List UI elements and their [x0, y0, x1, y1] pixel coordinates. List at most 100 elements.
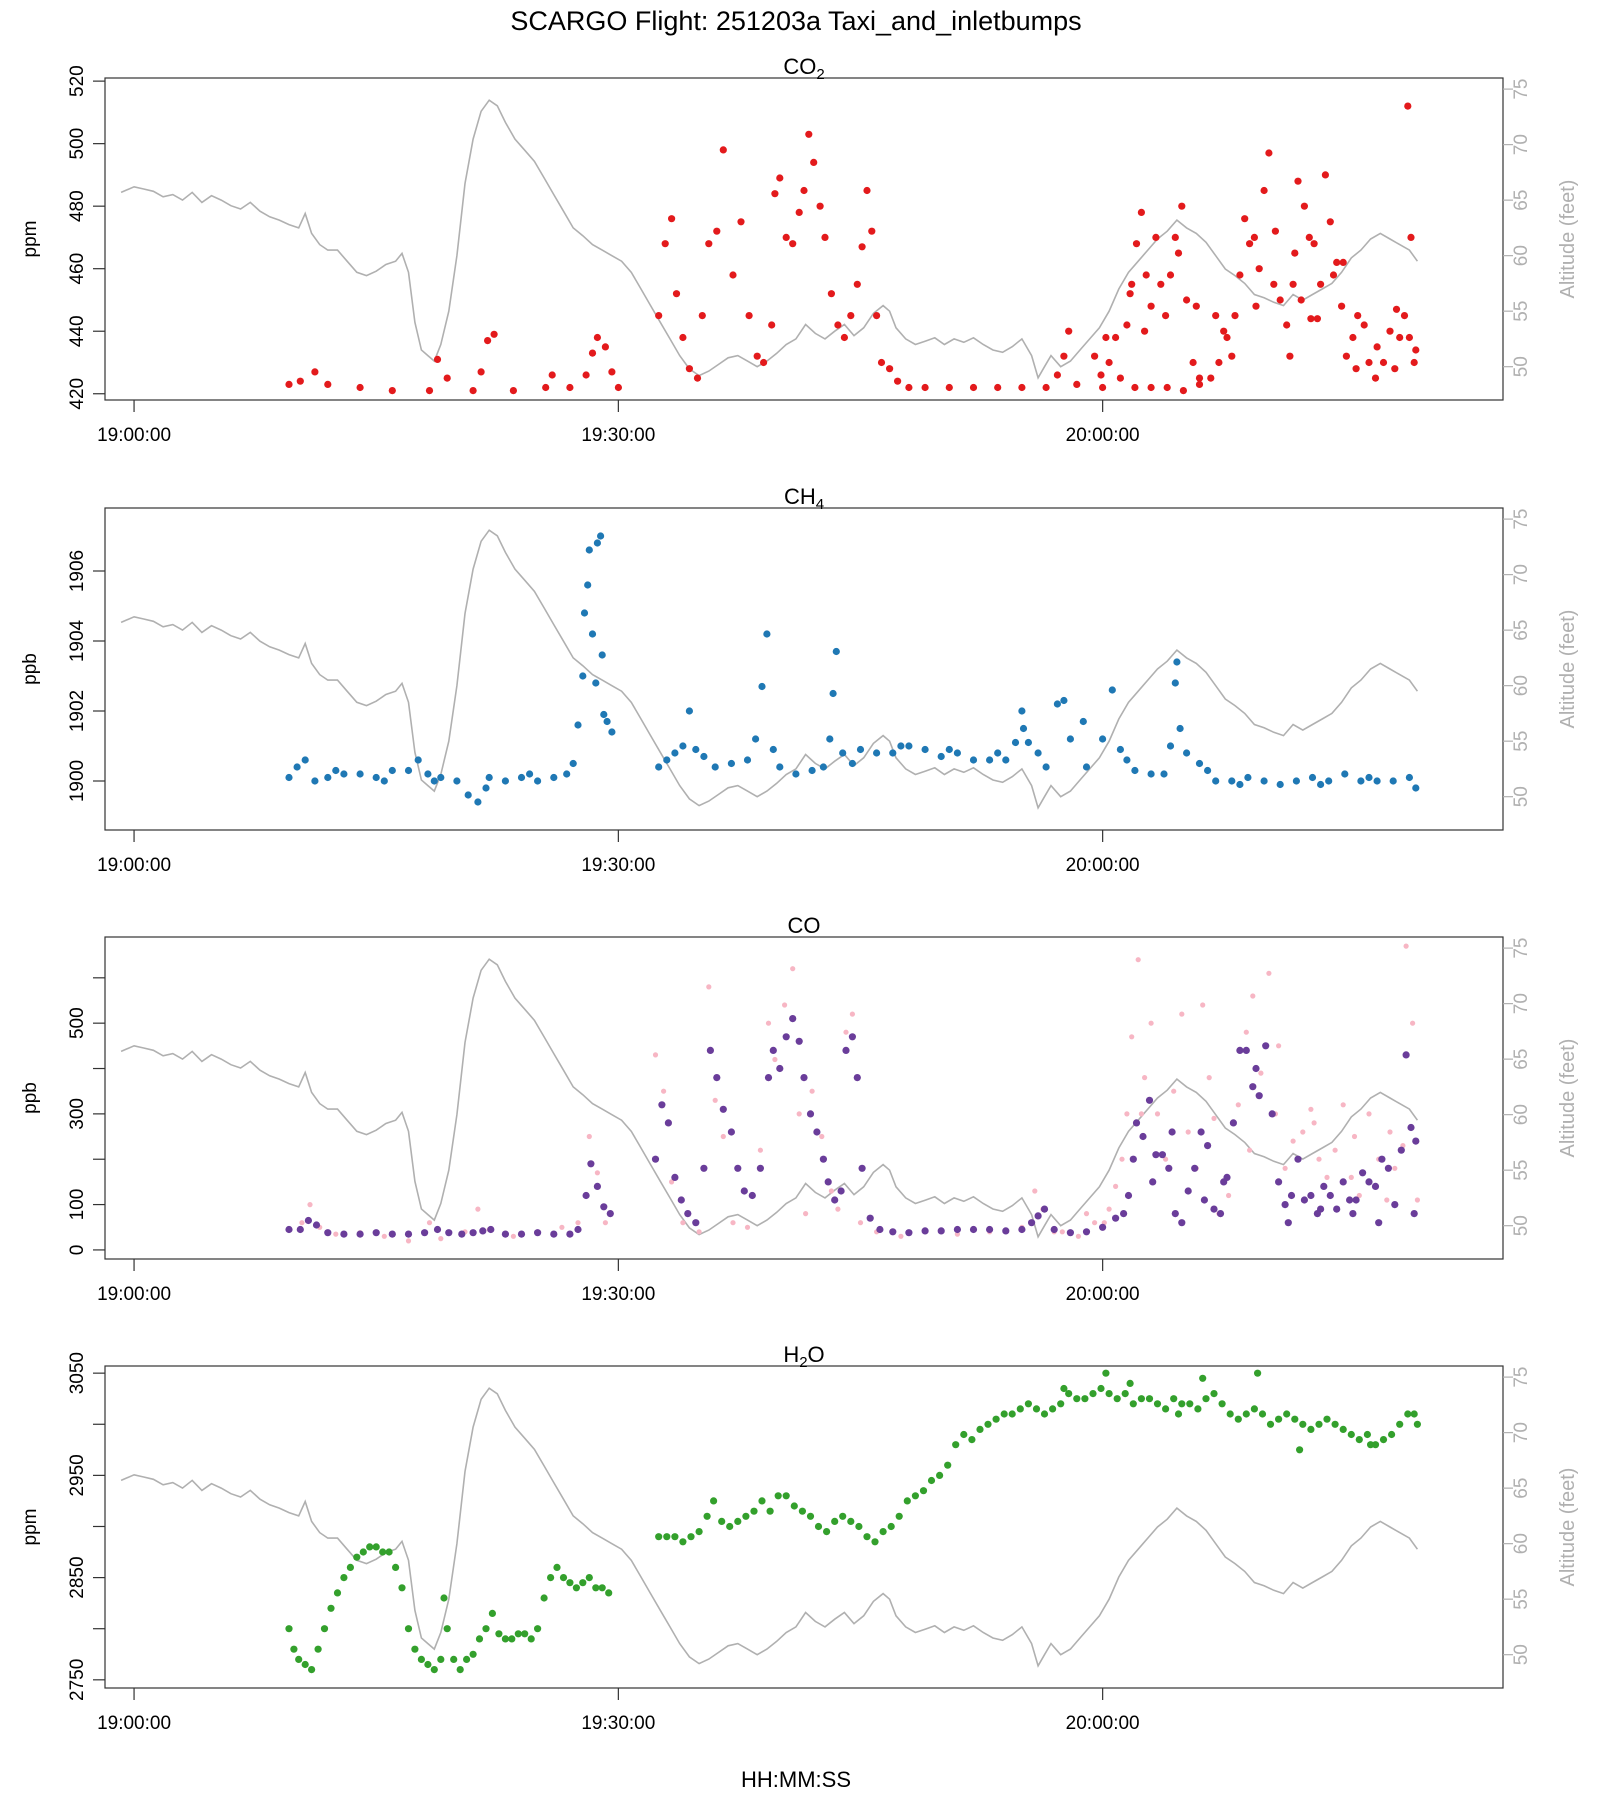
data-point: [514, 1630, 522, 1638]
data-point: [1185, 1129, 1191, 1135]
data-point: [771, 190, 779, 198]
data-point: [937, 1227, 945, 1235]
data-point: [433, 355, 442, 363]
data-point: [1195, 759, 1204, 768]
data-point: [814, 1522, 823, 1531]
panel-ch4: CH4 1900 1902 1904 1906 ppb 50 55 60 65 70 75 Altitu…: [20, 484, 1579, 876]
data-point: [1387, 1129, 1393, 1135]
data-point: [485, 773, 493, 782]
data-point: [969, 756, 978, 764]
y2-tick-label: 70: [1511, 134, 1532, 155]
data-point: [1363, 1430, 1371, 1439]
data-point: [1018, 1225, 1026, 1234]
data-point: [1386, 327, 1394, 335]
y-tick-label: 100: [67, 1189, 88, 1221]
data-point: [509, 387, 517, 395]
data-point: [579, 672, 587, 680]
data-point: [713, 227, 721, 235]
data-point: [1235, 1102, 1241, 1108]
altitude-line: [120, 529, 1419, 810]
data-point: [1073, 1395, 1081, 1403]
data-point: [1281, 1201, 1289, 1209]
data-point: [879, 1528, 887, 1536]
data-point: [1170, 1395, 1178, 1403]
data-point: [359, 1548, 367, 1556]
data-point: [831, 1196, 839, 1204]
data-point: [592, 1584, 600, 1592]
data-point: [1158, 1151, 1166, 1159]
data-point: [469, 387, 477, 395]
data-point: [774, 1492, 782, 1500]
data-point: [1316, 1156, 1322, 1162]
data-point: [692, 1219, 700, 1227]
data-point: [1099, 1223, 1107, 1231]
data-point: [1308, 1106, 1314, 1112]
data-point: [1129, 1400, 1137, 1408]
data-point: [782, 233, 790, 241]
y2-tick-label: 60: [1511, 1533, 1532, 1554]
data-point: [1184, 1187, 1192, 1195]
y2-tick-label: 70: [1511, 564, 1532, 585]
data-point: [969, 383, 978, 392]
data-point: [663, 756, 671, 764]
data-point: [953, 1225, 962, 1234]
data-point: [1414, 1197, 1420, 1203]
y-tick-label: 440: [67, 315, 88, 347]
data-point: [1392, 305, 1401, 313]
data-point: [776, 1064, 784, 1073]
data-point: [687, 1533, 695, 1541]
data-point: [1141, 327, 1149, 335]
panel-title-main: CO: [783, 54, 816, 79]
data-point: [806, 1110, 815, 1118]
data-point: [782, 1002, 788, 1008]
data-point: [1397, 1146, 1405, 1154]
data-point: [1258, 1410, 1267, 1418]
data-point: [340, 1230, 348, 1238]
data-point: [1183, 296, 1191, 304]
data-point: [984, 1420, 992, 1428]
data-point: [1270, 280, 1278, 288]
data-point: [796, 1111, 802, 1117]
data-point: [1057, 1400, 1065, 1408]
data-point: [1258, 1070, 1264, 1076]
data-point: [495, 1630, 503, 1638]
data-point: [743, 756, 752, 764]
data-point: [1246, 240, 1254, 248]
data-point: [1207, 374, 1215, 382]
data-point: [1166, 271, 1175, 279]
data-point: [1404, 1410, 1412, 1418]
data-point: [598, 651, 606, 659]
data-point: [727, 1128, 736, 1136]
data-point: [1129, 1034, 1135, 1040]
data-point: [976, 1425, 984, 1433]
y2-tick-label: 75: [1511, 1367, 1532, 1388]
panel-title-h2o: H2O: [783, 1342, 824, 1371]
y2-tick-label: 70: [1511, 1422, 1532, 1443]
data-point: [1050, 1225, 1058, 1234]
data-point: [921, 745, 929, 754]
series-co-0: [286, 943, 1420, 1244]
data-point: [1407, 233, 1415, 241]
data-point: [1113, 1395, 1121, 1403]
data-point: [1192, 302, 1200, 310]
data-point: [388, 766, 396, 775]
data-point: [584, 581, 592, 589]
data-point: [1265, 149, 1273, 157]
data-point: [484, 337, 492, 345]
data-point: [866, 1214, 874, 1222]
data-point: [1308, 773, 1317, 782]
y2-tick-label: 65: [1511, 190, 1532, 211]
data-point: [847, 312, 855, 320]
data-point: [296, 1225, 304, 1234]
data-point: [742, 1512, 750, 1520]
data-point: [304, 1216, 312, 1225]
data-point: [614, 383, 623, 392]
data-point: [1147, 302, 1155, 310]
data-point: [1178, 202, 1186, 210]
data-point: [652, 1052, 659, 1058]
data-point: [385, 1548, 393, 1556]
data-point: [1307, 1425, 1315, 1433]
data-point: [1220, 327, 1228, 335]
data-point: [479, 1227, 487, 1235]
data-point: [587, 1160, 595, 1168]
